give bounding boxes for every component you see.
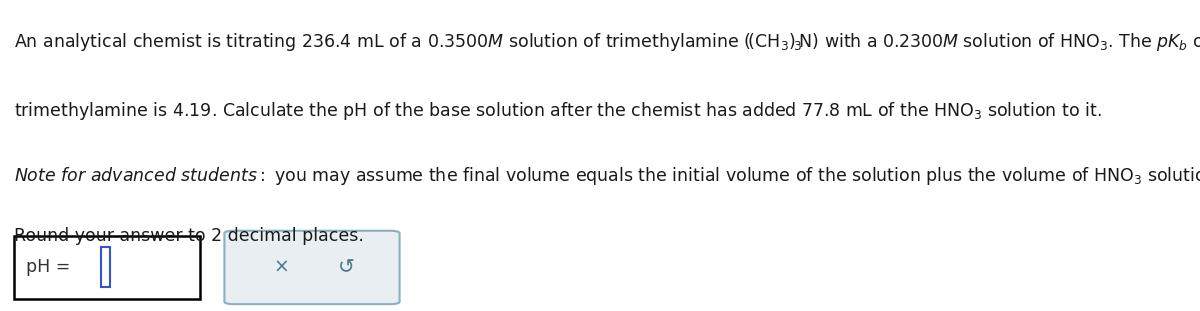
Text: trimethylamine is 4.19. Calculate the pH of the base solution after the chemist : trimethylamine is 4.19. Calculate the pH… bbox=[14, 100, 1102, 122]
Text: pH =: pH = bbox=[26, 258, 77, 276]
Text: ↺: ↺ bbox=[338, 258, 355, 277]
Text: ×: × bbox=[272, 258, 289, 277]
Text: $\mathit{Note\ for\ advanced\ students:}$ you may assume the final volume equals: $\mathit{Note\ for\ advanced\ students:}… bbox=[14, 165, 1200, 187]
Text: Round your answer to 2 decimal places.: Round your answer to 2 decimal places. bbox=[14, 227, 365, 245]
Text: An analytical chemist is titrating 236.4 mL of a 0.3500$M$ solution of trimethyl: An analytical chemist is titrating 236.4… bbox=[14, 31, 1200, 53]
FancyBboxPatch shape bbox=[224, 231, 400, 304]
FancyBboxPatch shape bbox=[14, 236, 200, 299]
FancyBboxPatch shape bbox=[101, 247, 110, 287]
